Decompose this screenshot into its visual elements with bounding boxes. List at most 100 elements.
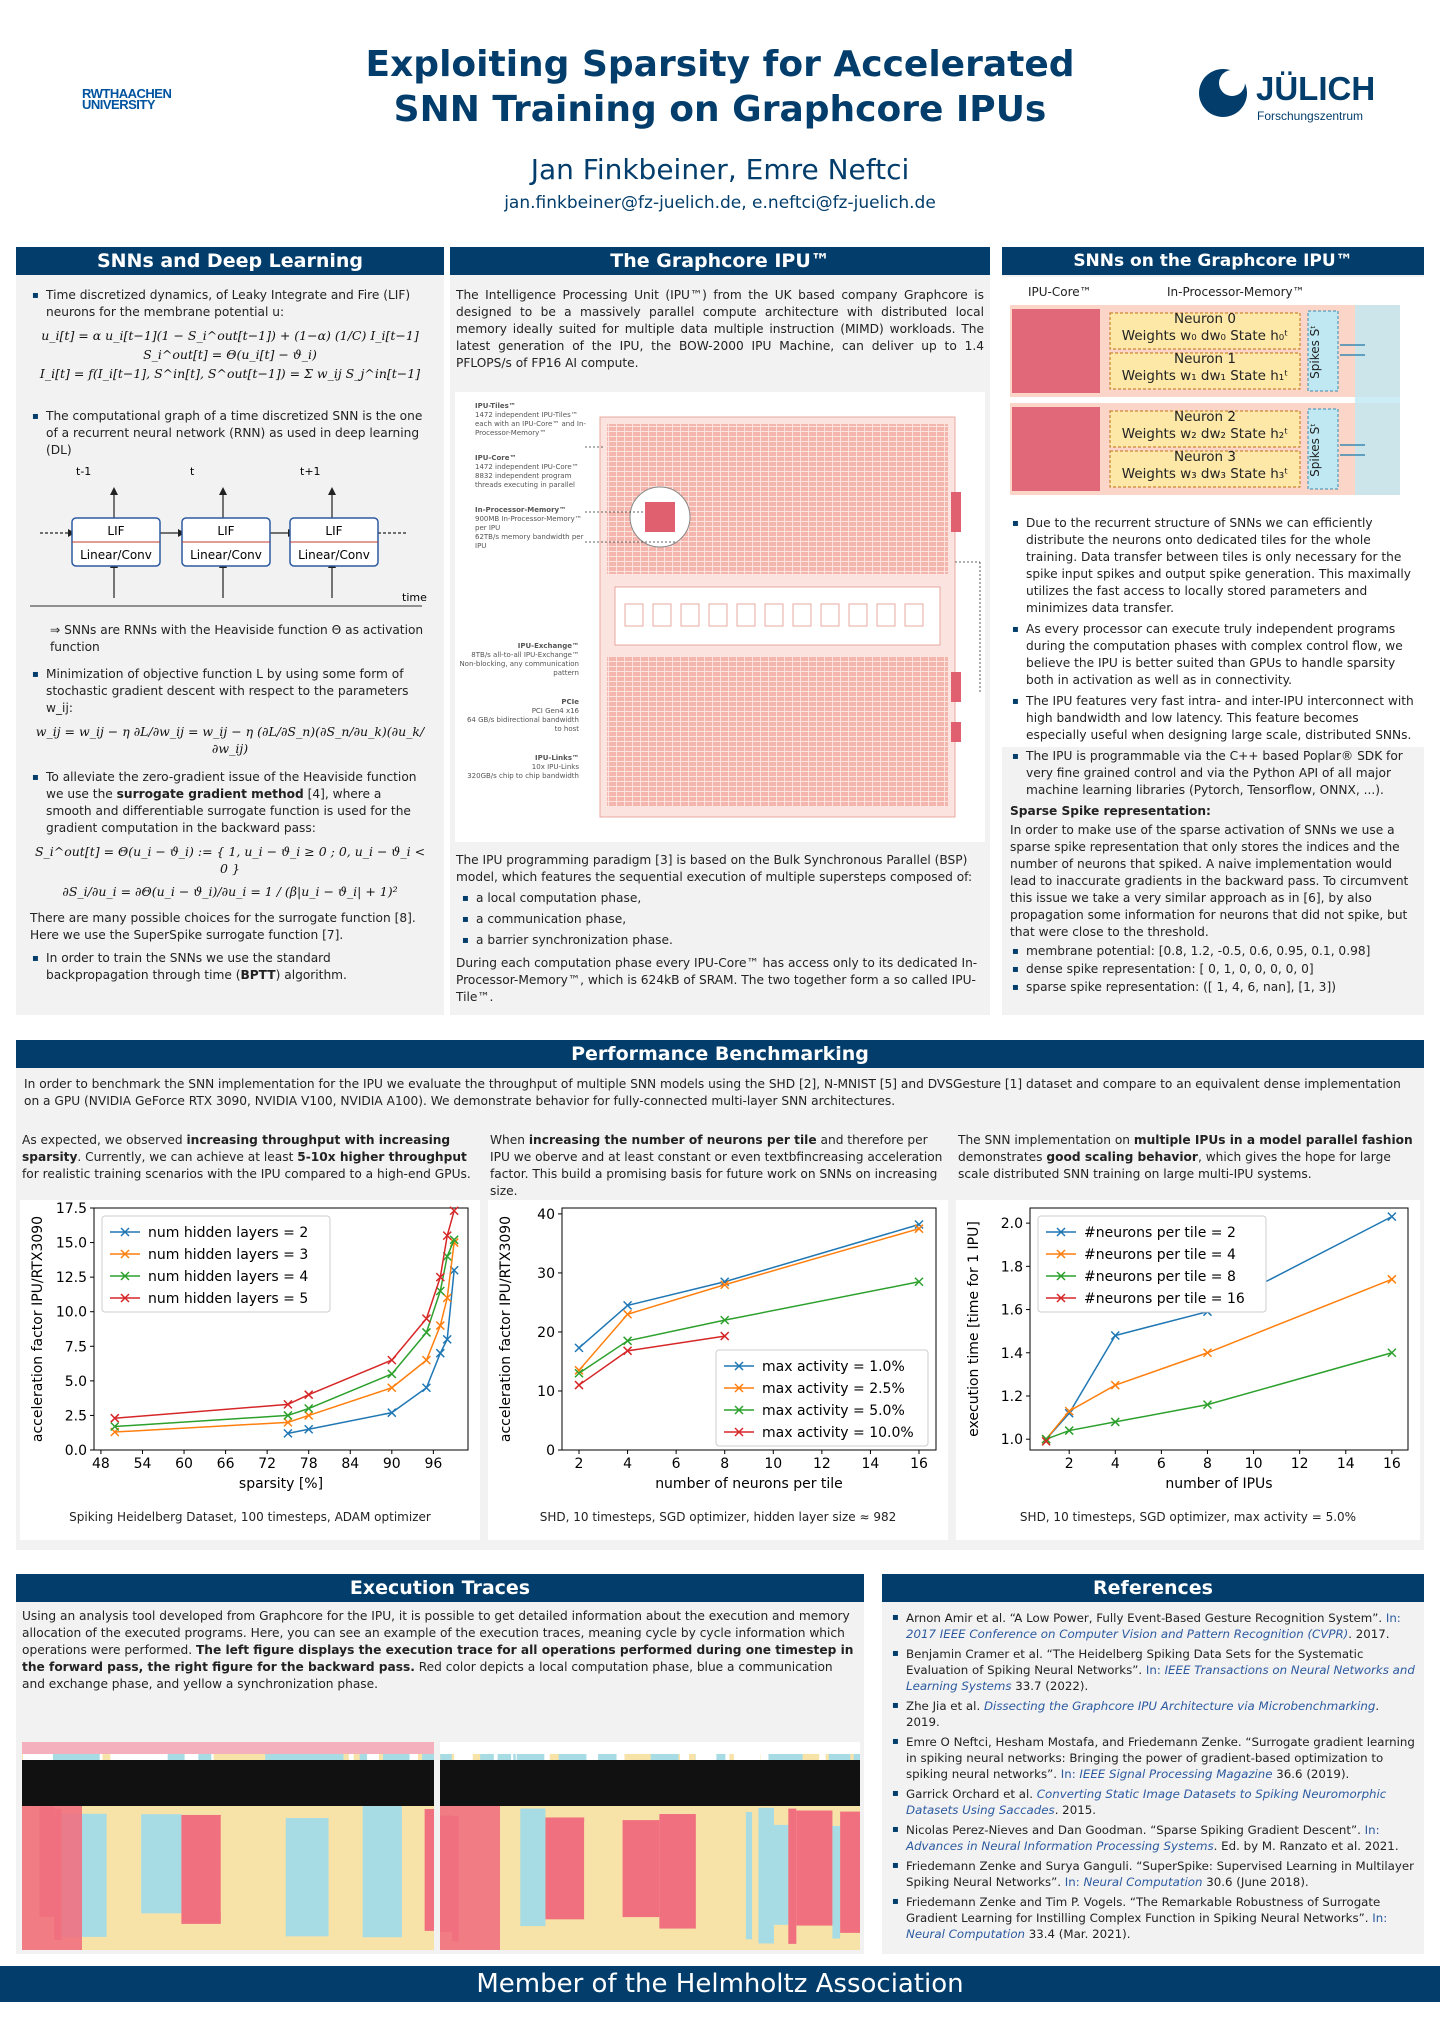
data-point <box>421 1327 431 1337</box>
data-point <box>1202 1400 1213 1410</box>
trace-event <box>52 1754 78 1760</box>
data-point <box>1387 1212 1397 1222</box>
x-tick-label: 12 <box>813 1456 831 1472</box>
chart-num-ipus: 2 4 6 8 10 12 14 16 1.0 1.2 1.4 1.6 1.8 2.0 number of … <box>956 1200 1420 1540</box>
y-tick-label: 0 <box>546 1443 555 1459</box>
trace-backward-svg <box>440 1742 884 1950</box>
fig-label-15: 320GB/s chip to chip bandwidth <box>467 772 579 780</box>
legend-box <box>101 1215 331 1313</box>
trace-event <box>69 1754 100 1760</box>
y-axis-label: acceleration factor IPU/RTX3090 <box>30 1216 46 1442</box>
panel-title: SNNs on the Graphcore IPU™ <box>1002 247 1424 275</box>
x-tick-label: 96 <box>424 1456 442 1472</box>
reference-item: Arnon Amir et al. “A Low Power, Fully Ev… <box>890 1610 1416 1642</box>
y-tick-label: 10 <box>537 1384 555 1400</box>
chart-neurons-per-tile: 2 4 6 8 10 12 14 16 0 10 20 30 40 number of neurons p… <box>488 1200 948 1540</box>
panel-title: SNNs and Deep Learning <box>16 247 444 275</box>
trace-event <box>586 1754 617 1760</box>
sparse-text: In order to make use of the sparse activ… <box>1010 823 1409 939</box>
trace-event <box>348 1754 354 1760</box>
data-point <box>574 1343 584 1353</box>
trace-event <box>163 1754 185 1760</box>
x-tick-label: 60 <box>175 1456 193 1472</box>
data-point <box>449 1235 459 1245</box>
data-point <box>283 1410 293 1420</box>
y-tick-label: 0.0 <box>65 1443 87 1459</box>
title-line-1: Exploiting Sparsity for Accelerated <box>365 44 1075 85</box>
poster-title: Exploiting Sparsity for Accelerated SNN … <box>300 42 1140 132</box>
trace-event <box>742 1754 757 1760</box>
data-point <box>435 1286 445 1296</box>
neuron-name: Neuron 3 <box>1174 449 1236 465</box>
perf-intro: In order to benchmark the SNN implementa… <box>24 1077 1401 1108</box>
chart-neurons-svg: 2 4 6 8 10 12 14 16 0 10 20 30 40 number of neurons p… <box>498 1207 937 1492</box>
trace-phase <box>758 1807 774 1944</box>
bullet-bptt: In order to train the SNNs we use the st… <box>30 950 430 984</box>
trace-event <box>123 1754 148 1760</box>
linear-label: Linear/Conv <box>190 548 262 562</box>
y-tick-label: 30 <box>537 1266 555 1282</box>
data-point <box>623 1300 633 1310</box>
trace-phase <box>659 1814 696 1929</box>
trace-phase <box>695 1807 708 1931</box>
trace-phase <box>545 1817 585 1920</box>
panel-title: Execution Traces <box>16 1574 864 1602</box>
trace-event <box>359 1754 368 1760</box>
trace-event <box>360 1754 379 1760</box>
neuron-name: Neuron 1 <box>1174 351 1236 367</box>
y-tick-label: 10.0 <box>56 1305 87 1321</box>
x-tick-label: 2 <box>1065 1456 1074 1472</box>
equation-lif-1: u_i[t] = α u_i[t−1](1 − S_i^out[t−1]) + … <box>41 328 419 343</box>
legend-box <box>1037 1215 1267 1313</box>
x-tick-label: 4 <box>1111 1456 1120 1472</box>
data-point <box>442 1293 452 1303</box>
legend-label: num hidden layers = 2 <box>148 1225 308 1241</box>
spikes-label: Spikes Sᵗ <box>1308 325 1322 379</box>
panel-snn-on-ipu: SNNs on the Graphcore IPU™ IPU-Core™ In-… <box>1002 247 1424 1015</box>
trace-event <box>650 1754 679 1760</box>
trace-event <box>760 1754 772 1760</box>
trace-phase <box>132 1818 142 1933</box>
data-point <box>421 1355 431 1365</box>
authors: Jan Finkbeiner, Emre Neftci <box>530 153 910 186</box>
trace-event <box>182 1754 191 1760</box>
x-tick-label: 8 <box>720 1456 729 1472</box>
trace-event <box>733 1754 742 1760</box>
rnn-unrolled-diagram: t-1 t t+1 LIF Linear/Conv <box>30 465 427 607</box>
data-point <box>435 1321 445 1331</box>
data-point <box>387 1355 397 1365</box>
implies-text: ⇒ SNNs are RNNs with the Heaviside funct… <box>50 623 424 654</box>
legend-label: num hidden layers = 5 <box>148 1291 308 1307</box>
y-tick-label: 2.0 <box>1001 1216 1023 1232</box>
legend-marker <box>1056 1249 1066 1259</box>
time-label: time <box>402 591 427 604</box>
ipu-chip-diagram <box>585 416 981 818</box>
trace-event <box>312 1754 328 1760</box>
reference-item: Emre O Neftci, Hesham Mostafa, and Fried… <box>890 1734 1416 1782</box>
series-line <box>578 1223 920 1349</box>
bsp-step: a communication phase, <box>460 911 984 928</box>
data-point <box>387 1383 397 1393</box>
trace-event <box>819 1754 826 1760</box>
trace-event <box>422 1754 439 1760</box>
trace-phase <box>796 1810 833 1926</box>
data-point <box>421 1314 431 1324</box>
trace-event <box>265 1754 283 1760</box>
data-point <box>442 1231 452 1241</box>
trace-phase <box>362 1806 402 1938</box>
trace-phase <box>424 1809 456 1931</box>
legend-label: max activity = 2.5% <box>762 1381 905 1397</box>
x-tick-label: 14 <box>862 1456 880 1472</box>
fig-label-0: IPU-Tiles™ <box>475 402 516 410</box>
trace-phase <box>440 1806 500 1950</box>
footer: Member of the Helmholtz Association <box>0 1966 1440 2002</box>
perf-col2-text: When increasing the number of neurons pe… <box>490 1133 943 1198</box>
julich-logo: JÜLICH Forschungszentrum <box>1196 66 1376 126</box>
ipu-intro: The Intelligence Processing Unit (IPU™) … <box>456 288 984 370</box>
reference-item: Benjamin Cramer et al. “The Heidelberg S… <box>890 1646 1416 1694</box>
data-point <box>1041 1436 1051 1446</box>
reference-item: Garrick Orchard et al. Converting Static… <box>890 1786 1416 1818</box>
perf-col3-text: The SNN implementation on multiple IPUs … <box>958 1133 1413 1181</box>
ipu-chip-figure: IPU-Tiles™ 1472 independent IPU-Tiles™ e… <box>455 392 985 842</box>
y-tick-label: 20 <box>537 1325 555 1341</box>
